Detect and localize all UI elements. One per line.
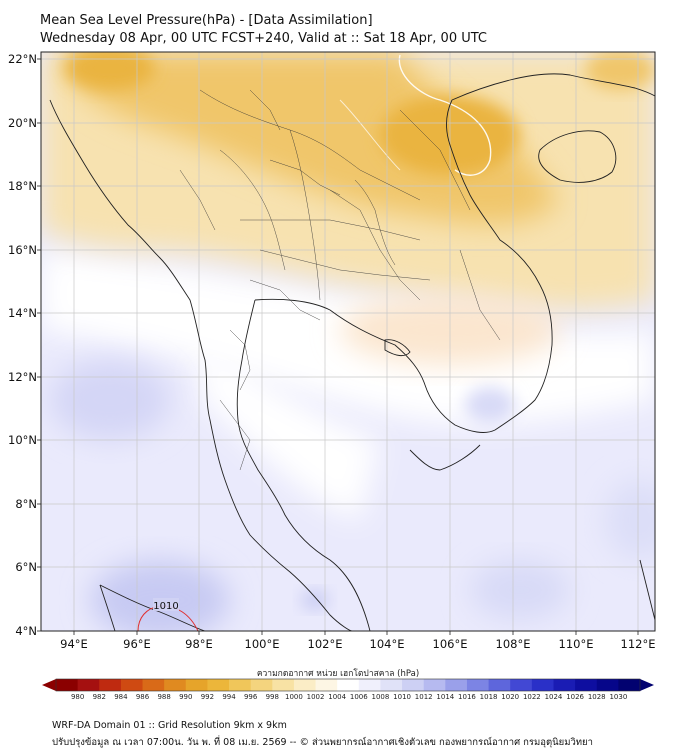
colorbar-tick-label: 984	[114, 693, 128, 701]
lon-label: 112°E	[621, 637, 656, 651]
lat-label: 4°N	[15, 624, 37, 638]
colorbar-tick-label: 1026	[566, 693, 584, 701]
colorbar-tick-label: 1004	[328, 693, 346, 701]
lat-label: 16°N	[8, 243, 37, 257]
gridlines	[41, 52, 655, 631]
colorbar-swatch	[618, 679, 641, 691]
contour-label: 1010	[153, 601, 178, 612]
lat-label: 6°N	[15, 560, 37, 574]
colorbar-arrow-low	[42, 679, 56, 691]
colorbar-tick-label: 1008	[372, 693, 390, 701]
colorbar-swatch	[337, 679, 360, 691]
colorbar-frame	[55, 678, 641, 692]
longitude-labels: 94°E 96°E 98°E 100°E 102°E 104°E 106°E 1…	[60, 637, 655, 651]
colorbar-tick-label: 988	[157, 693, 170, 701]
lat-label: 10°N	[8, 433, 37, 447]
colorbar-swatch	[358, 679, 381, 691]
colorbar-swatch	[207, 679, 230, 691]
lon-label: 104°E	[370, 637, 405, 651]
colorbar-swatch	[531, 679, 554, 691]
colorbar-swatch	[56, 679, 79, 691]
lon-label: 110°E	[559, 637, 594, 651]
colorbar-swatch	[596, 679, 619, 691]
colorbar-tick-label: 1000	[285, 693, 303, 701]
colorbar-tick-label: 1016	[458, 693, 476, 701]
lon-label: 98°E	[185, 637, 213, 651]
colorbar-tick-label: 996	[244, 693, 258, 701]
colorbar-swatch	[272, 679, 295, 691]
colorbar-tick-label: 1022	[523, 693, 541, 701]
colorbar-swatch	[402, 679, 425, 691]
colorbar-swatch	[380, 679, 403, 691]
colorbar-swatch	[164, 679, 187, 691]
colorbar-swatch	[553, 679, 576, 691]
chart-title: Mean Sea Level Pressure(hPa) - [Data Ass…	[40, 13, 373, 28]
footer-model-info: WRF-DA Domain 01 :: Grid Resolution 9km …	[52, 720, 287, 731]
colorbar-tick-label: 1010	[393, 693, 411, 701]
map-frame	[40, 51, 656, 632]
lat-label: 14°N	[8, 306, 37, 320]
colorbar-swatch	[466, 679, 490, 691]
lon-label: 94°E	[60, 637, 88, 651]
colorbar-tick-label: 1030	[609, 693, 627, 701]
lon-label: 102°E	[308, 637, 343, 651]
colorbar-swatch	[575, 679, 598, 691]
colorbar-tick-label: 998	[266, 693, 279, 701]
colorbar-tick-label: 1024	[545, 693, 563, 701]
lat-label: 22°N	[8, 52, 37, 66]
colorbar-swatch	[99, 679, 122, 691]
colorbar-tick-label: 1018	[480, 693, 498, 701]
tick-marks	[37, 58, 639, 635]
colorbar-swatch	[293, 679, 317, 691]
colorbar-tick-label: 990	[179, 693, 192, 701]
colorbar-swatch	[315, 679, 338, 691]
chart-subtitle: Wednesday 08 Apr, 00 UTC FCST+240, Valid…	[40, 31, 487, 46]
colorbar-tick-label: 992	[201, 693, 214, 701]
colorbar-swatch	[510, 679, 533, 691]
lon-label: 96°E	[123, 637, 151, 651]
colorbar-swatch	[250, 679, 273, 691]
colorbar-arrow-high	[640, 679, 654, 691]
colorbar-swatch	[120, 679, 144, 691]
lon-label: 108°E	[496, 637, 531, 651]
colorbar-label: ความกดอากาศ หน่วย เฮกโตปาสคาล (hPa)	[256, 669, 420, 679]
coastlines	[49, 73, 655, 631]
lat-label: 20°N	[8, 116, 37, 130]
colorbar-swatch	[229, 679, 252, 691]
lon-label: 100°E	[245, 637, 280, 651]
colorbar: 980 982 984 986 988 990 992 994 996 998 1000 1002 10…	[42, 678, 654, 701]
colorbar-tick-label: 994	[222, 693, 236, 701]
colorbar-tick-label: 1002	[307, 693, 325, 701]
lat-label: 12°N	[8, 370, 37, 384]
province-borders	[179, 89, 501, 471]
colorbar-tick-label: 1006	[350, 693, 368, 701]
footer-update-info: ปรับปรุงข้อมูล ณ เวลา 07:00น. วัน พ. ที่…	[52, 737, 593, 748]
colorbar-swatch	[185, 679, 208, 691]
colorbar-tick-label: 980	[71, 693, 84, 701]
colorbar-swatch	[488, 679, 511, 691]
colorbar-tick-label: 1012	[415, 693, 433, 701]
lat-label: 8°N	[15, 497, 37, 511]
colorbar-swatch	[445, 679, 468, 691]
colorbar-swatch	[423, 679, 446, 691]
colorbar-tick-label: 1014	[436, 693, 454, 701]
colorbar-swatch	[77, 679, 100, 691]
lat-label: 18°N	[8, 179, 37, 193]
pressure-field: 1010	[41, 52, 655, 631]
colorbar-tick-label: 1020	[501, 693, 519, 701]
colorbar-tick-label: 986	[136, 693, 150, 701]
colorbar-swatch	[142, 679, 165, 691]
colorbar-tick-label: 982	[93, 693, 106, 701]
colorbar-tick-label: 1028	[588, 693, 606, 701]
lon-label: 106°E	[433, 637, 468, 651]
latitude-labels: 22°N 20°N 18°N 16°N 14°N 12°N 10°N 8°N 6…	[8, 52, 37, 638]
